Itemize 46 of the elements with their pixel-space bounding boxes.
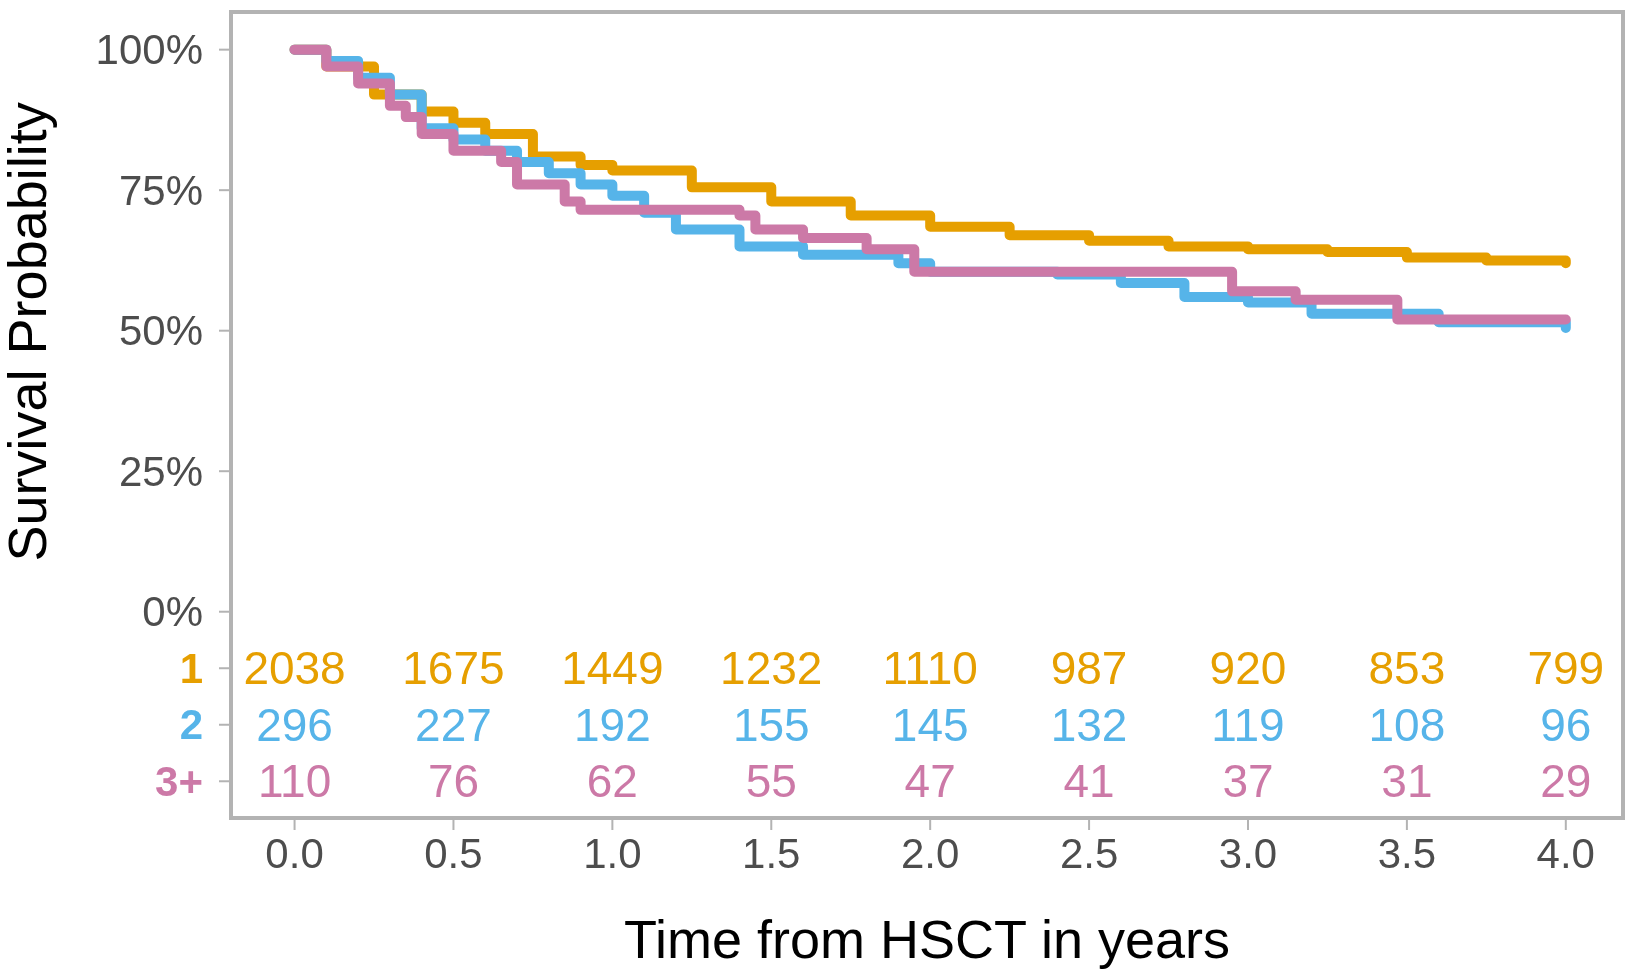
annotation: 96 [1540,698,1592,751]
annotation: 37 [1222,755,1274,808]
text: 1 [179,644,203,692]
x-tick-label: 0.5 [424,830,483,877]
y-tick-label: 50% [118,307,203,355]
annotation: 2038 [243,642,346,695]
annotation: 145 [891,698,969,751]
y-tick-label: 75% [118,166,203,214]
annotation: 108 [1368,698,1446,751]
x-tick-label: 3.0 [1218,830,1278,877]
y-tick-label: 100% [95,26,203,74]
x-axis-title: Time from HSCT in years [623,909,1231,969]
annotation: 799 [1527,642,1605,695]
annotation: 110 [257,755,332,808]
annotation: 119 [1211,698,1285,751]
y-tick-label: 0% [142,588,203,636]
annotation: 47 [904,755,956,808]
text: 3+ [155,757,203,805]
annotation: 155 [732,698,810,751]
annotation: 987 [1050,642,1128,695]
x-tick-label: 2.0 [900,830,960,877]
annotation: 296 [256,698,333,751]
x-tick-label: 4.0 [1536,830,1595,877]
y-axis-title: Survival Probability [0,102,57,562]
annotation: 1449 [561,642,664,695]
annotation: 227 [415,698,492,751]
annotation: 29 [1540,755,1592,808]
annotation: 55 [745,755,797,808]
x-tick-label: 0.0 [265,830,324,877]
annotation: 132 [1050,698,1128,751]
annotation: 1675 [402,642,505,695]
annotation: 920 [1209,642,1287,695]
annotation: 31 [1381,755,1433,808]
x-tick-label: 1.5 [742,830,801,877]
annotation: 192 [573,698,651,751]
x-tick-label: 1.0 [583,830,642,877]
y-tick-label: 25% [118,447,203,495]
annotation: 1110 [882,642,978,695]
text: 2 [179,701,203,749]
annotation: 1232 [720,642,823,695]
annotation: 41 [1063,755,1115,808]
annotation: 76 [427,755,480,808]
annotation: 62 [586,755,638,808]
x-tick-label: 2.5 [1059,830,1119,877]
x-tick-label: 3.5 [1377,830,1437,877]
annotation: 853 [1368,642,1446,695]
